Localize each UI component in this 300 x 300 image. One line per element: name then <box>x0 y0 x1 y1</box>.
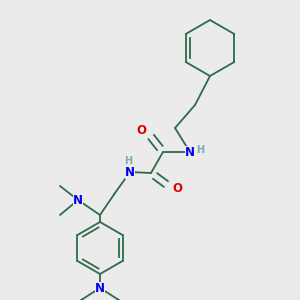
Text: N: N <box>95 281 105 295</box>
Text: N: N <box>73 194 83 206</box>
Text: N: N <box>125 166 135 178</box>
Text: N: N <box>185 146 195 158</box>
Text: O: O <box>136 124 146 137</box>
Text: H: H <box>196 145 204 155</box>
Text: H: H <box>124 156 132 166</box>
Text: O: O <box>172 182 182 196</box>
